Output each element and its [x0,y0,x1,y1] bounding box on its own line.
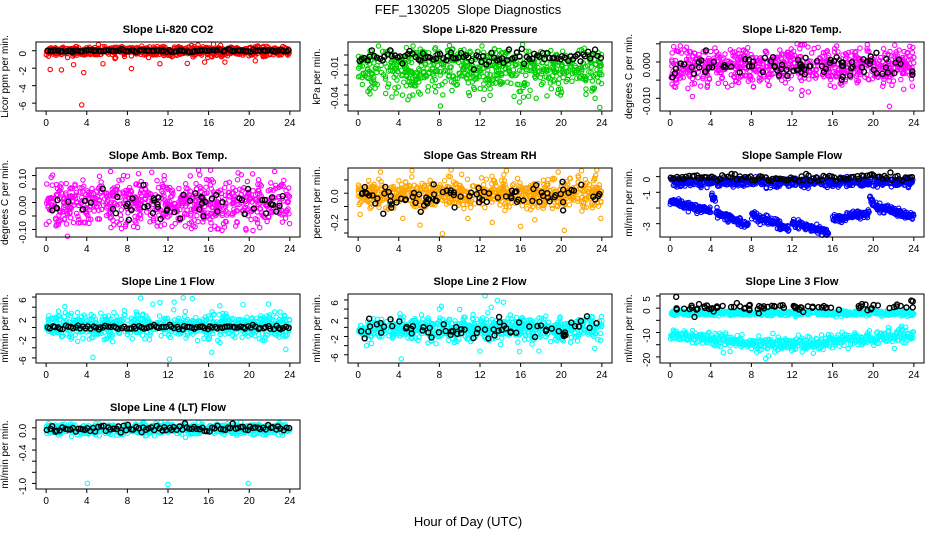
svg-text:8: 8 [437,118,443,129]
svg-text:16: 16 [203,118,215,129]
svg-text:kPa per min.: kPa per min. [312,48,323,104]
svg-text:degrees C per min.: degrees C per min. [624,34,635,119]
svg-text:4: 4 [708,244,714,255]
panel-slope-li820-temp: Slope Li-820 Temp. degrees C per min. 0 4 8 1… [624,16,936,142]
svg-text:8: 8 [125,118,131,129]
svg-text:4: 4 [84,244,90,255]
svg-text:Slope Li-820 Temp.: Slope Li-820 Temp. [742,24,841,36]
svg-text:24: 24 [908,118,920,129]
panel-slope-line1-flow: Slope Line 1 Flow ml/min per min. 0 4 8 12 16 2… [0,268,312,394]
svg-text:Slope Li-820 CO2: Slope Li-820 CO2 [123,24,213,36]
svg-text:-0.010: -0.010 [642,87,653,116]
svg-text:-3: -3 [642,222,653,231]
svg-text:20: 20 [556,244,568,255]
svg-text:-0.01: -0.01 [330,56,341,79]
scatter-plot-li820-pressure: Slope Li-820 Pressure kPa per min. 0 4 8 12 16… [312,24,613,129]
svg-text:0.00: 0.00 [18,195,29,215]
svg-text:12: 12 [786,118,798,129]
svg-text:24: 24 [284,244,296,255]
svg-text:16: 16 [827,118,839,129]
svg-text:Slope Sample Flow: Slope Sample Flow [742,150,843,162]
panel-slope-amb-box-temp: Slope Amb. Box Temp. degrees C per min. 0 4… [0,142,312,268]
svg-text:percent per min.: percent per min. [312,166,323,238]
scatter-plot-li820-co2: Slope Li-820 CO2 Licor ppm per min. 0 4 8 12 1… [0,24,301,129]
shared-x-axis-label: Hour of Day (UTC) [413,514,523,529]
svg-text:-0.04: -0.04 [330,86,341,109]
scatter-plot-sample-flow: Slope Sample Flow ml/min per min. 0 4 8 12 16 2… [624,150,925,255]
svg-text:0: 0 [43,244,49,255]
svg-text:0.0: 0.0 [330,189,341,203]
panel-slope-line2-flow: Slope Line 2 Flow ml/min per min. 0 4 8 12 16 2… [312,268,624,394]
svg-text:8: 8 [125,244,131,255]
svg-text:Slope Gas Stream RH: Slope Gas Stream RH [423,150,536,162]
svg-text:12: 12 [786,244,798,255]
panel-slope-li820-pressure: Slope Li-820 Pressure kPa per min. 0 4 8 12 16… [312,16,624,142]
svg-text:0: 0 [642,176,653,182]
svg-text:12: 12 [162,118,174,129]
svg-text:8: 8 [749,244,755,255]
svg-text:20: 20 [244,244,256,255]
svg-text:4: 4 [396,118,402,129]
svg-text:24: 24 [284,118,296,129]
svg-text:16: 16 [515,244,527,255]
svg-text:-6: -6 [18,101,29,110]
svg-text:0: 0 [18,51,29,57]
svg-text:-4: -4 [18,84,29,93]
svg-text:0.10: 0.10 [18,168,29,188]
svg-text:16: 16 [515,118,527,129]
svg-text:0: 0 [667,118,673,129]
svg-text:-2: -2 [18,66,29,75]
svg-text:0: 0 [355,118,361,129]
svg-text:Slope Amb. Box Temp.: Slope Amb. Box Temp. [109,150,228,162]
svg-text:-0.10: -0.10 [18,221,29,244]
svg-text:0: 0 [43,118,49,129]
svg-text:12: 12 [474,244,486,255]
panels-grid: Slope Li-820 CO2 Licor ppm per min. 0 4 8 12 1… [0,16,936,520]
svg-text:20: 20 [868,244,880,255]
svg-text:24: 24 [596,118,608,129]
svg-text:4: 4 [708,118,714,129]
svg-text:8: 8 [437,244,443,255]
svg-text:24: 24 [596,244,608,255]
figure-title: FEF_130205 Slope Diagnostics [374,2,562,17]
panel-slope-line3-flow: Slope Line 3 Flow ml/min per min. 0 4 8 12 16 2… [624,268,936,394]
panel-slope-gas-stream-rh: Slope Gas Stream RH percent per min. 0 4 8 12… [312,142,624,268]
svg-text:0: 0 [355,244,361,255]
panel-slope-sample-flow: Slope Sample Flow ml/min per min. 0 4 8 12 16 2… [624,142,936,268]
svg-text:degrees C per min.: degrees C per min. [0,160,11,245]
scatter-plot-li820-temp: Slope Li-820 Temp. degrees C per min. 0 4 8 1… [624,24,925,129]
svg-text:0.000: 0.000 [642,52,653,77]
svg-text:4: 4 [84,118,90,129]
svg-text:12: 12 [474,118,486,129]
svg-text:-0.2: -0.2 [330,214,341,232]
panel-slope-li820-co2: Slope Li-820 CO2 Licor ppm per min. 0 4 8 12 1… [0,16,312,142]
svg-text:0: 0 [667,244,673,255]
svg-text:20: 20 [556,118,568,129]
scatter-plot-gas-stream-rh: Slope Gas Stream RH percent per min. 0 4 8 12… [312,150,613,255]
svg-text:4: 4 [396,244,402,255]
svg-text:16: 16 [203,244,215,255]
svg-text:-1: -1 [642,190,653,199]
scatter-plot-amb-box-temp: Slope Amb. Box Temp. degrees C per min. 0 4… [0,150,301,255]
panel-slope-line4-lt-flow: Slope Line 4 (LT) Flow ml/min per min. 0 4 8… [0,394,312,520]
svg-text:24: 24 [908,244,920,255]
svg-text:12: 12 [162,244,174,255]
svg-text:16: 16 [827,244,839,255]
svg-text:20: 20 [868,118,880,129]
svg-text:Licor ppm per min.: Licor ppm per min. [0,35,11,118]
svg-text:8: 8 [749,118,755,129]
svg-text:ml/min per min.: ml/min per min. [624,168,635,236]
svg-text:20: 20 [244,118,256,129]
svg-text:Slope Li-820 Pressure: Slope Li-820 Pressure [423,24,538,36]
